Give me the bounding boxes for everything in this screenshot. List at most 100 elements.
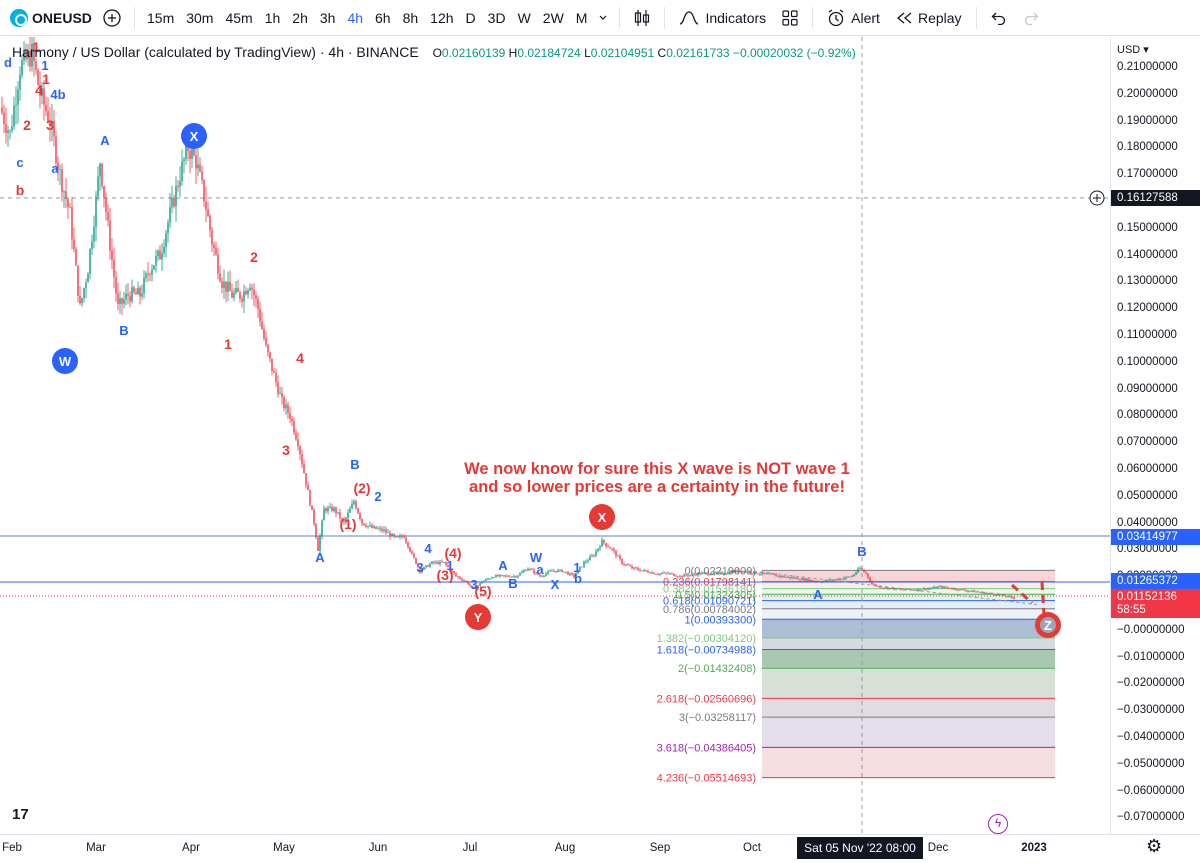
candle-body — [57, 162, 59, 170]
candle-body — [247, 290, 249, 295]
undo-button[interactable] — [983, 0, 1015, 36]
alert-button[interactable]: Alert — [819, 0, 888, 36]
redo-button[interactable] — [1015, 0, 1047, 36]
candle-body — [81, 298, 83, 304]
candle-body — [423, 567, 425, 570]
interval-30m[interactable]: 30m — [186, 9, 214, 26]
projection-arrow — [1010, 583, 1034, 605]
candle-body — [973, 590, 975, 593]
candle-body — [787, 576, 789, 578]
wave-label-red: 4 — [35, 82, 43, 98]
indicators-button[interactable]: Indicators — [671, 0, 774, 36]
candle-body — [87, 273, 89, 283]
candle-body — [443, 562, 445, 563]
candle-body — [229, 281, 231, 292]
candle-body — [165, 233, 167, 247]
time-tick: Feb — [2, 842, 22, 854]
interval-45m[interactable]: 45m — [225, 9, 253, 26]
interval-15m[interactable]: 15m — [147, 9, 175, 26]
candle-body — [437, 562, 439, 565]
interval-dropdown-chevron-icon[interactable] — [593, 0, 613, 36]
candle-body — [771, 573, 773, 575]
interval-4h[interactable]: 4h — [347, 9, 364, 26]
wave-label-blue: b — [574, 571, 582, 586]
candle-body — [277, 381, 279, 394]
interval-1h[interactable]: 1h — [264, 9, 281, 26]
candle-body — [679, 575, 681, 577]
replay-button[interactable]: Replay — [888, 0, 970, 36]
interval-m[interactable]: M — [575, 9, 588, 26]
candle-body — [871, 581, 873, 585]
interval-d[interactable]: D — [465, 9, 476, 26]
price-chart-canvas[interactable]: 0(0.02219009)0.236(0.01798141)0.382(0.01… — [0, 37, 1110, 834]
candle-body — [929, 588, 931, 590]
wave-circle-inner — [1040, 617, 1056, 633]
candle-body — [325, 508, 327, 512]
chart-pane[interactable]: 0(0.02219009) 0.236(0.01798141) 0.382(0.01… — [0, 37, 1110, 834]
candle-body — [631, 566, 633, 569]
candle-body — [9, 130, 11, 132]
candle-body — [655, 574, 657, 575]
candle-body — [619, 555, 621, 560]
chart-type-button[interactable] — [626, 0, 658, 36]
candle-body — [835, 579, 837, 580]
candle-body — [981, 592, 983, 593]
candle-body — [359, 513, 361, 519]
symbol-search[interactable]: ONEUSD — [0, 8, 96, 27]
price-axis[interactable]: USD ▾ 0.21000000 0.20000000 0.19000000 0.18… — [1110, 37, 1200, 834]
fib-level-label: 3.618(−0.04386405) — [657, 742, 756, 754]
candle-body — [879, 586, 881, 588]
candle-body — [49, 121, 51, 126]
price-tick: 0.17000000 — [1117, 168, 1178, 181]
candle-body — [329, 506, 331, 508]
candle-body — [119, 298, 121, 305]
candle-body — [1003, 594, 1005, 596]
fib-zone — [762, 594, 1055, 601]
candle-body — [669, 573, 671, 575]
layouts-button[interactable] — [774, 0, 806, 36]
candle-body — [737, 570, 739, 573]
time-tick: Aug — [554, 842, 576, 854]
interval-3d[interactable]: 3D — [487, 9, 506, 26]
wave-label-blue: A — [315, 550, 325, 565]
time-axis[interactable]: Sat 05 Nov '22 08:00 Feb Mar Apr May Jun Jul A… — [0, 834, 1200, 863]
interval-8h[interactable]: 8h — [402, 9, 419, 26]
candle-body — [321, 520, 323, 536]
add-symbol-button[interactable] — [96, 0, 128, 36]
candle-body — [373, 526, 375, 528]
candle-body — [891, 587, 893, 589]
candle-body — [839, 578, 841, 580]
tradingview-logo[interactable]: 17 — [12, 806, 29, 823]
interval-2h[interactable]: 2h — [292, 9, 308, 26]
candle-body — [709, 574, 711, 576]
candle-body — [533, 569, 535, 574]
wave-label-red: (5) — [474, 583, 491, 599]
currency-selector[interactable]: USD ▾ — [1117, 44, 1149, 56]
candle-body — [691, 573, 693, 575]
candle-body — [957, 589, 959, 591]
candle-body — [883, 587, 885, 589]
lightning-icon[interactable]: ϟ — [988, 814, 1008, 834]
interval-2w[interactable]: 2W — [542, 9, 564, 26]
candle-body — [609, 547, 611, 549]
fib-zone — [762, 668, 1055, 699]
interval-6h[interactable]: 6h — [375, 9, 391, 26]
candle-body — [379, 528, 381, 530]
candle-body — [931, 587, 933, 589]
candle-body — [169, 207, 171, 223]
wave-label-red: (1) — [339, 516, 356, 532]
wave-label-blue: 4b — [50, 87, 65, 102]
candle-body — [133, 287, 135, 293]
candle-body — [369, 525, 371, 527]
wave-label-blue: 3 — [416, 560, 423, 575]
candle-body — [427, 565, 429, 567]
interval-12h[interactable]: 12h — [430, 9, 454, 26]
gear-icon[interactable]: ⚙ — [1146, 836, 1163, 856]
candle-body — [911, 589, 913, 591]
interval-3h[interactable]: 3h — [319, 9, 336, 26]
candle-body — [701, 572, 703, 575]
wave-circle-label: X — [598, 510, 607, 525]
candle-body — [315, 523, 317, 538]
interval-w[interactable]: W — [517, 9, 531, 26]
candle-body — [103, 186, 105, 199]
